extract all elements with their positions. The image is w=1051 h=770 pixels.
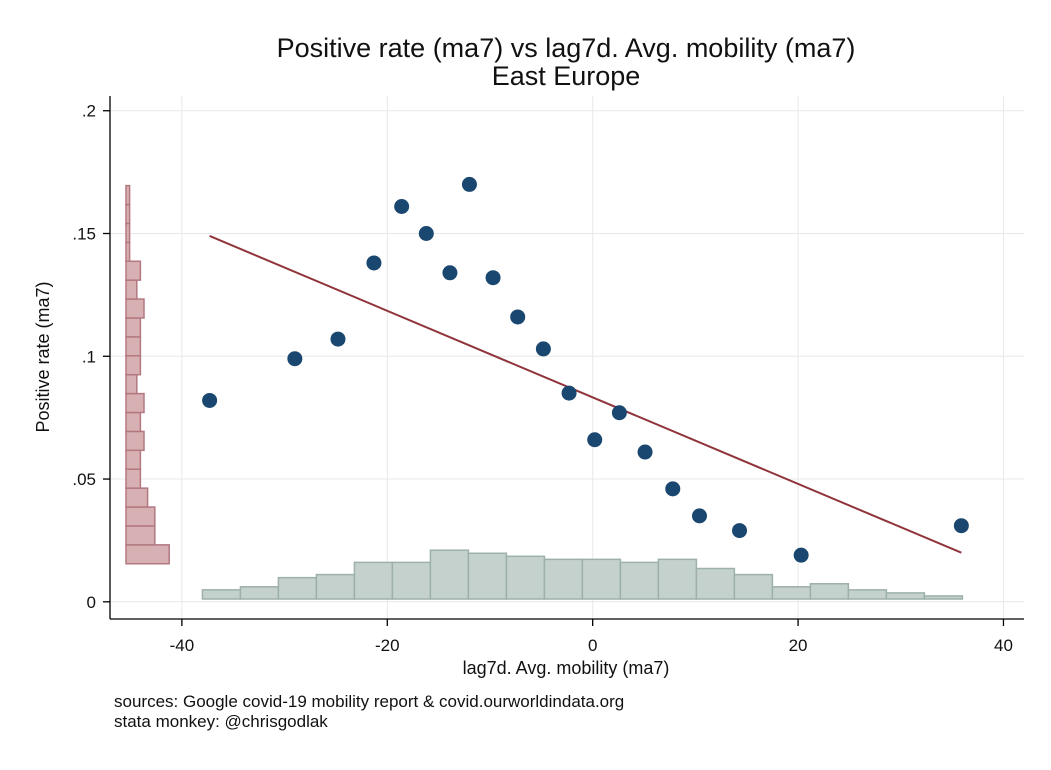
x-hist-bar-13 [695,567,736,600]
x-axis-label: lag7d. Avg. mobility (ma7) [463,658,670,678]
x-tick-label-0: -40 [170,636,195,655]
data-point-17 [732,523,748,539]
x-hist-bar-17 [847,589,888,600]
grid-lines [110,96,1024,619]
chart-title: Positive rate (ma7) vs lag7d. Avg. mobil… [277,33,856,63]
y-hist-bar-3 [125,487,149,508]
author-note: stata monkey: @chrisgodlak [114,712,328,731]
y-hist-bar-7 [125,411,142,433]
x-hist-bar-15 [771,586,812,600]
source-note: sources: Google covid-19 mobility report… [114,692,624,711]
data-point-2 [330,331,346,347]
x-tick-label-1: -20 [375,636,400,655]
y-tick-label-4: .2 [82,102,96,121]
y-hist-bar-14 [125,279,138,300]
x-tick-label-2: 0 [588,636,597,655]
chart-subtitle: East Europe [492,61,641,91]
x-hist-bar-18 [885,592,926,600]
y-tick-label-1: .05 [72,470,96,489]
scatter-points [202,176,969,563]
y-hist-bar-8 [125,392,145,414]
data-point-8 [485,270,501,286]
x-tick-label-3: 20 [789,636,808,655]
y-tick-label-3: .15 [72,225,96,244]
x-hist-bar-9 [543,558,584,600]
x-tick-label-4: 40 [994,636,1013,655]
y-hist-bar-4 [125,468,142,489]
fit-line-layer [209,235,962,554]
y-axis-ticks: 0 .05 .1 .15 .2 [72,102,110,612]
y-hist-bar-5 [125,449,142,470]
y-hist-bar-10 [125,355,142,376]
y-hist-bar-6 [125,430,145,452]
y-hist-bar-16 [125,241,131,262]
data-point-7 [461,176,477,192]
x-hist-bar-10 [581,558,622,600]
data-point-11 [561,385,577,401]
x-hist-bar-19 [923,595,964,600]
y-hist-bar-12 [125,317,142,338]
y-tick-label-2: .1 [82,347,96,366]
y-hist-bar-2 [125,506,156,527]
x-hist-bar-2 [277,576,318,600]
y-hist-bar-18 [125,203,131,225]
data-point-10 [535,341,551,357]
x-hist-bar-0 [201,589,242,600]
x-hist-bar-6 [429,549,470,600]
x-hist-bar-16 [809,583,850,600]
data-point-1 [287,351,303,367]
data-point-14 [637,444,653,460]
y-hist-bar-17 [125,222,131,244]
x-hist-bar-14 [733,573,774,600]
y-hist-bar-13 [125,298,145,319]
y-histogram [125,184,170,565]
x-hist-bar-5 [391,561,432,600]
data-point-3 [366,255,382,271]
fit-line [209,235,962,554]
x-hist-bar-12 [657,558,698,600]
data-point-0 [202,392,218,408]
data-point-6 [442,265,458,281]
x-histogram [201,549,964,600]
x-hist-bar-1 [239,586,280,600]
data-point-4 [394,198,410,214]
x-hist-bar-7 [467,552,508,600]
y-hist-bar-19 [125,184,131,206]
y-hist-bar-1 [125,525,156,546]
x-hist-bar-4 [353,561,394,600]
x-hist-bar-11 [619,561,660,600]
y-hist-bar-9 [125,373,138,395]
x-hist-bar-3 [315,573,356,600]
data-point-12 [587,432,603,448]
y-hist-bar-0 [125,544,170,565]
data-point-15 [665,481,681,497]
x-axis-ticks: -40 -20 0 20 40 [170,619,1013,655]
y-axis-label: Positive rate (ma7) [33,281,53,432]
axes [109,96,1024,620]
y-hist-bar-11 [125,336,142,357]
data-point-16 [691,508,707,524]
x-hist-bar-8 [505,555,546,600]
data-point-18 [793,547,809,563]
y-hist-bar-15 [125,260,142,281]
data-point-5 [418,226,434,242]
y-tick-label-0: 0 [87,593,96,612]
data-point-9 [510,309,526,325]
data-point-13 [611,405,627,421]
data-point-19 [953,518,969,534]
